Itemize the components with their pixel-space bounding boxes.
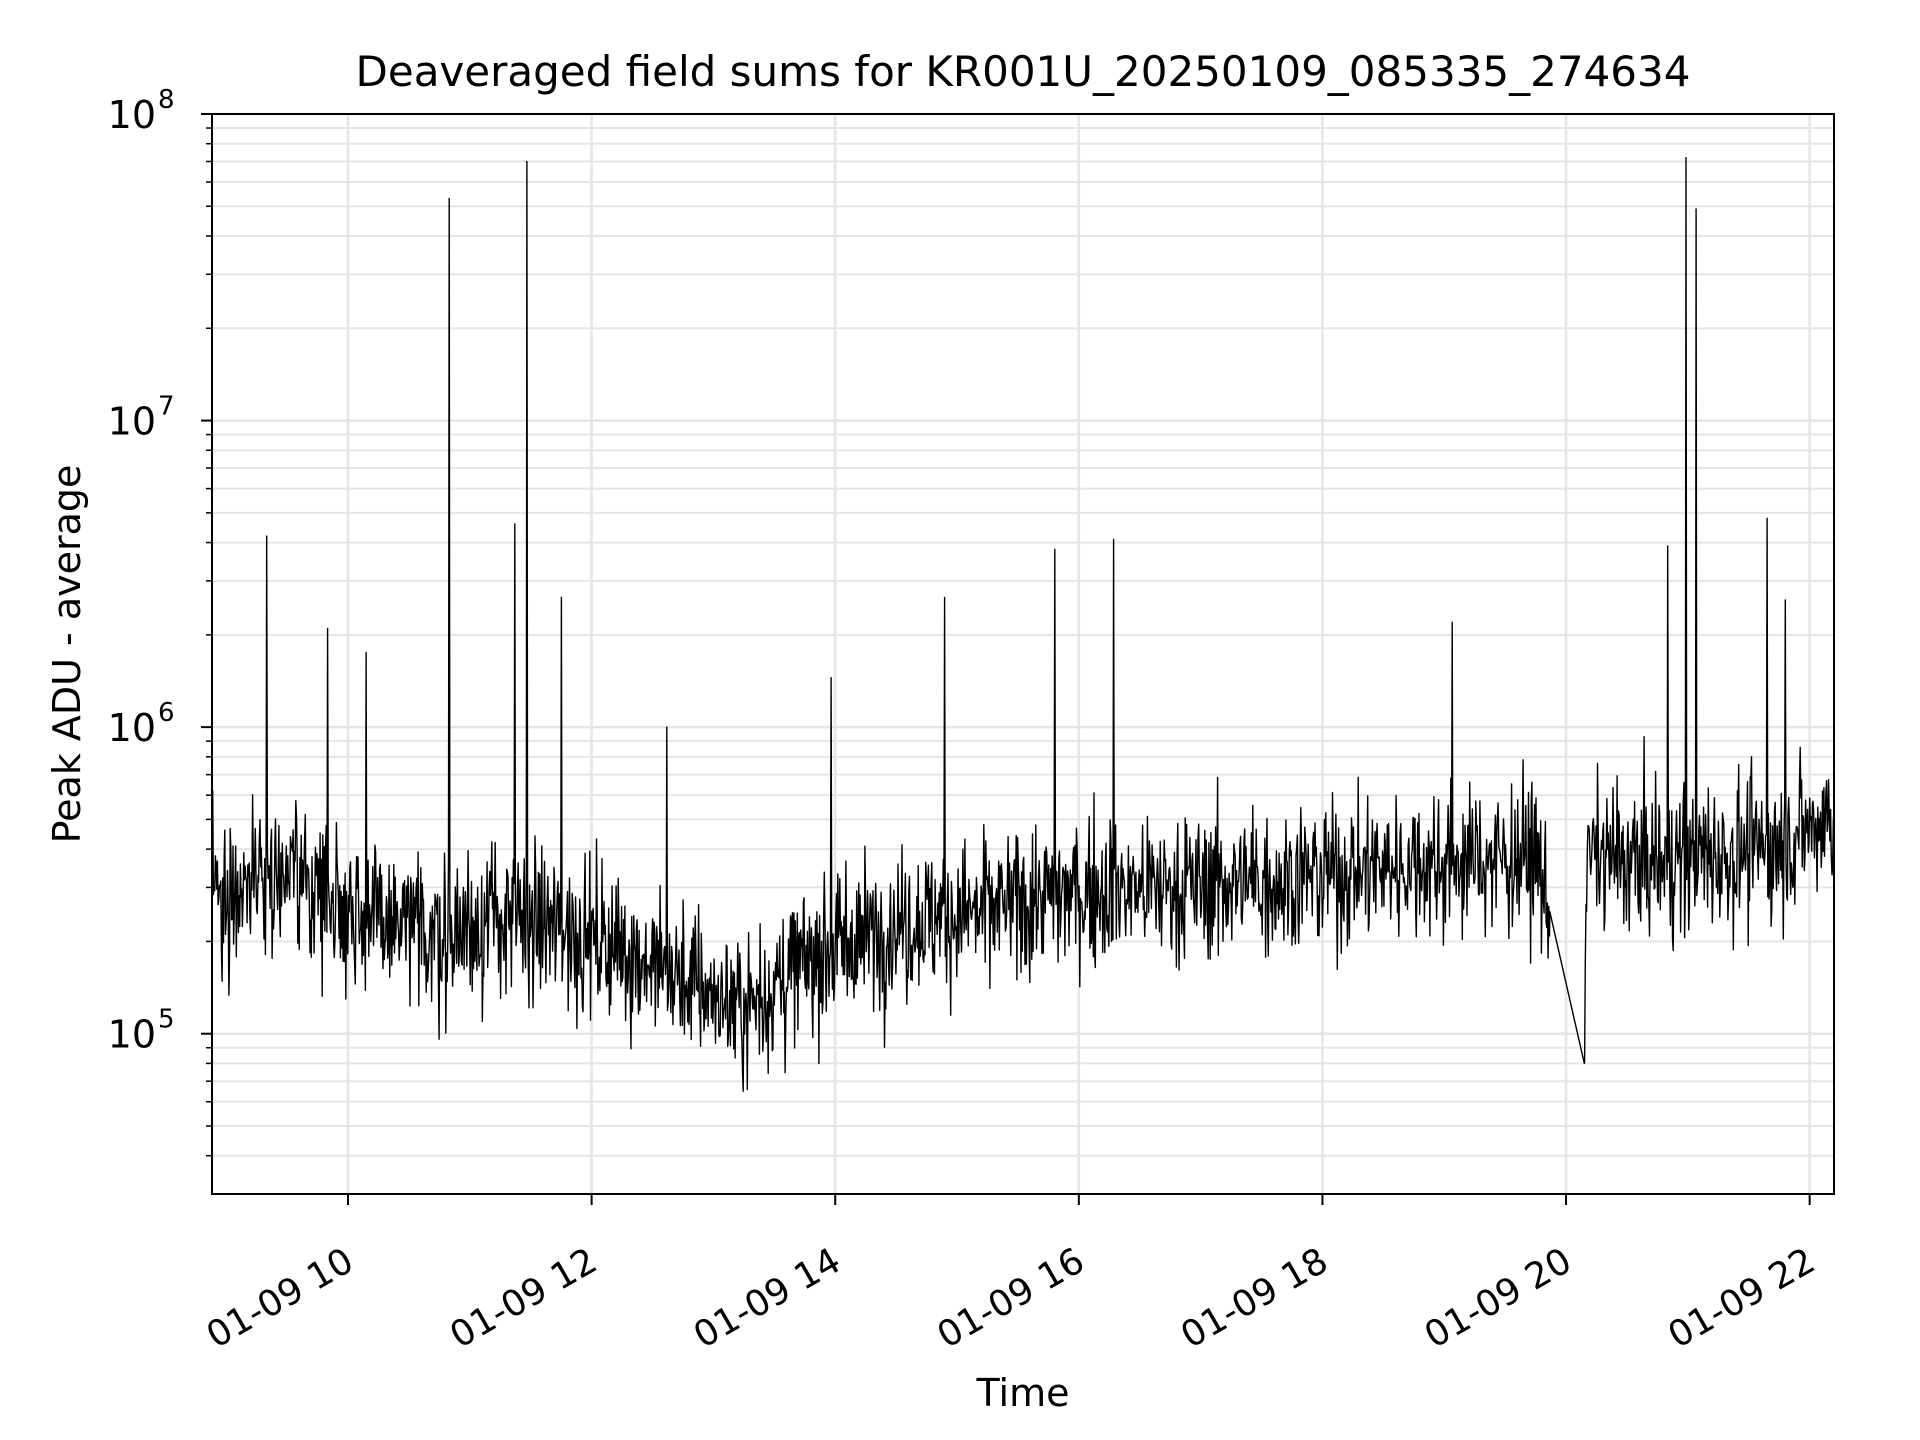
y-axis-label: Peak ADU - average bbox=[45, 465, 89, 844]
series-line bbox=[211, 157, 1835, 1092]
y-tick-label-exponent: 5 bbox=[158, 1005, 175, 1035]
y-tick-label: 10 bbox=[108, 400, 156, 444]
y-tick-label-exponent: 8 bbox=[158, 85, 175, 115]
plot-frame bbox=[211, 113, 1835, 1195]
y-tick-label-exponent: 6 bbox=[158, 698, 175, 728]
x-axis-label: Time bbox=[976, 1371, 1070, 1415]
y-tick-label: 10 bbox=[108, 706, 156, 750]
series-layer bbox=[211, 157, 1835, 1092]
y-tick-label: 10 bbox=[108, 1013, 156, 1057]
y-tick-label-exponent: 7 bbox=[158, 392, 175, 422]
grid bbox=[212, 112, 1834, 1194]
y-tick-label: 10 bbox=[108, 93, 156, 137]
chart-title: Deaveraged field sums for KR001U_2025010… bbox=[356, 47, 1691, 96]
plot-area bbox=[212, 114, 1834, 1194]
